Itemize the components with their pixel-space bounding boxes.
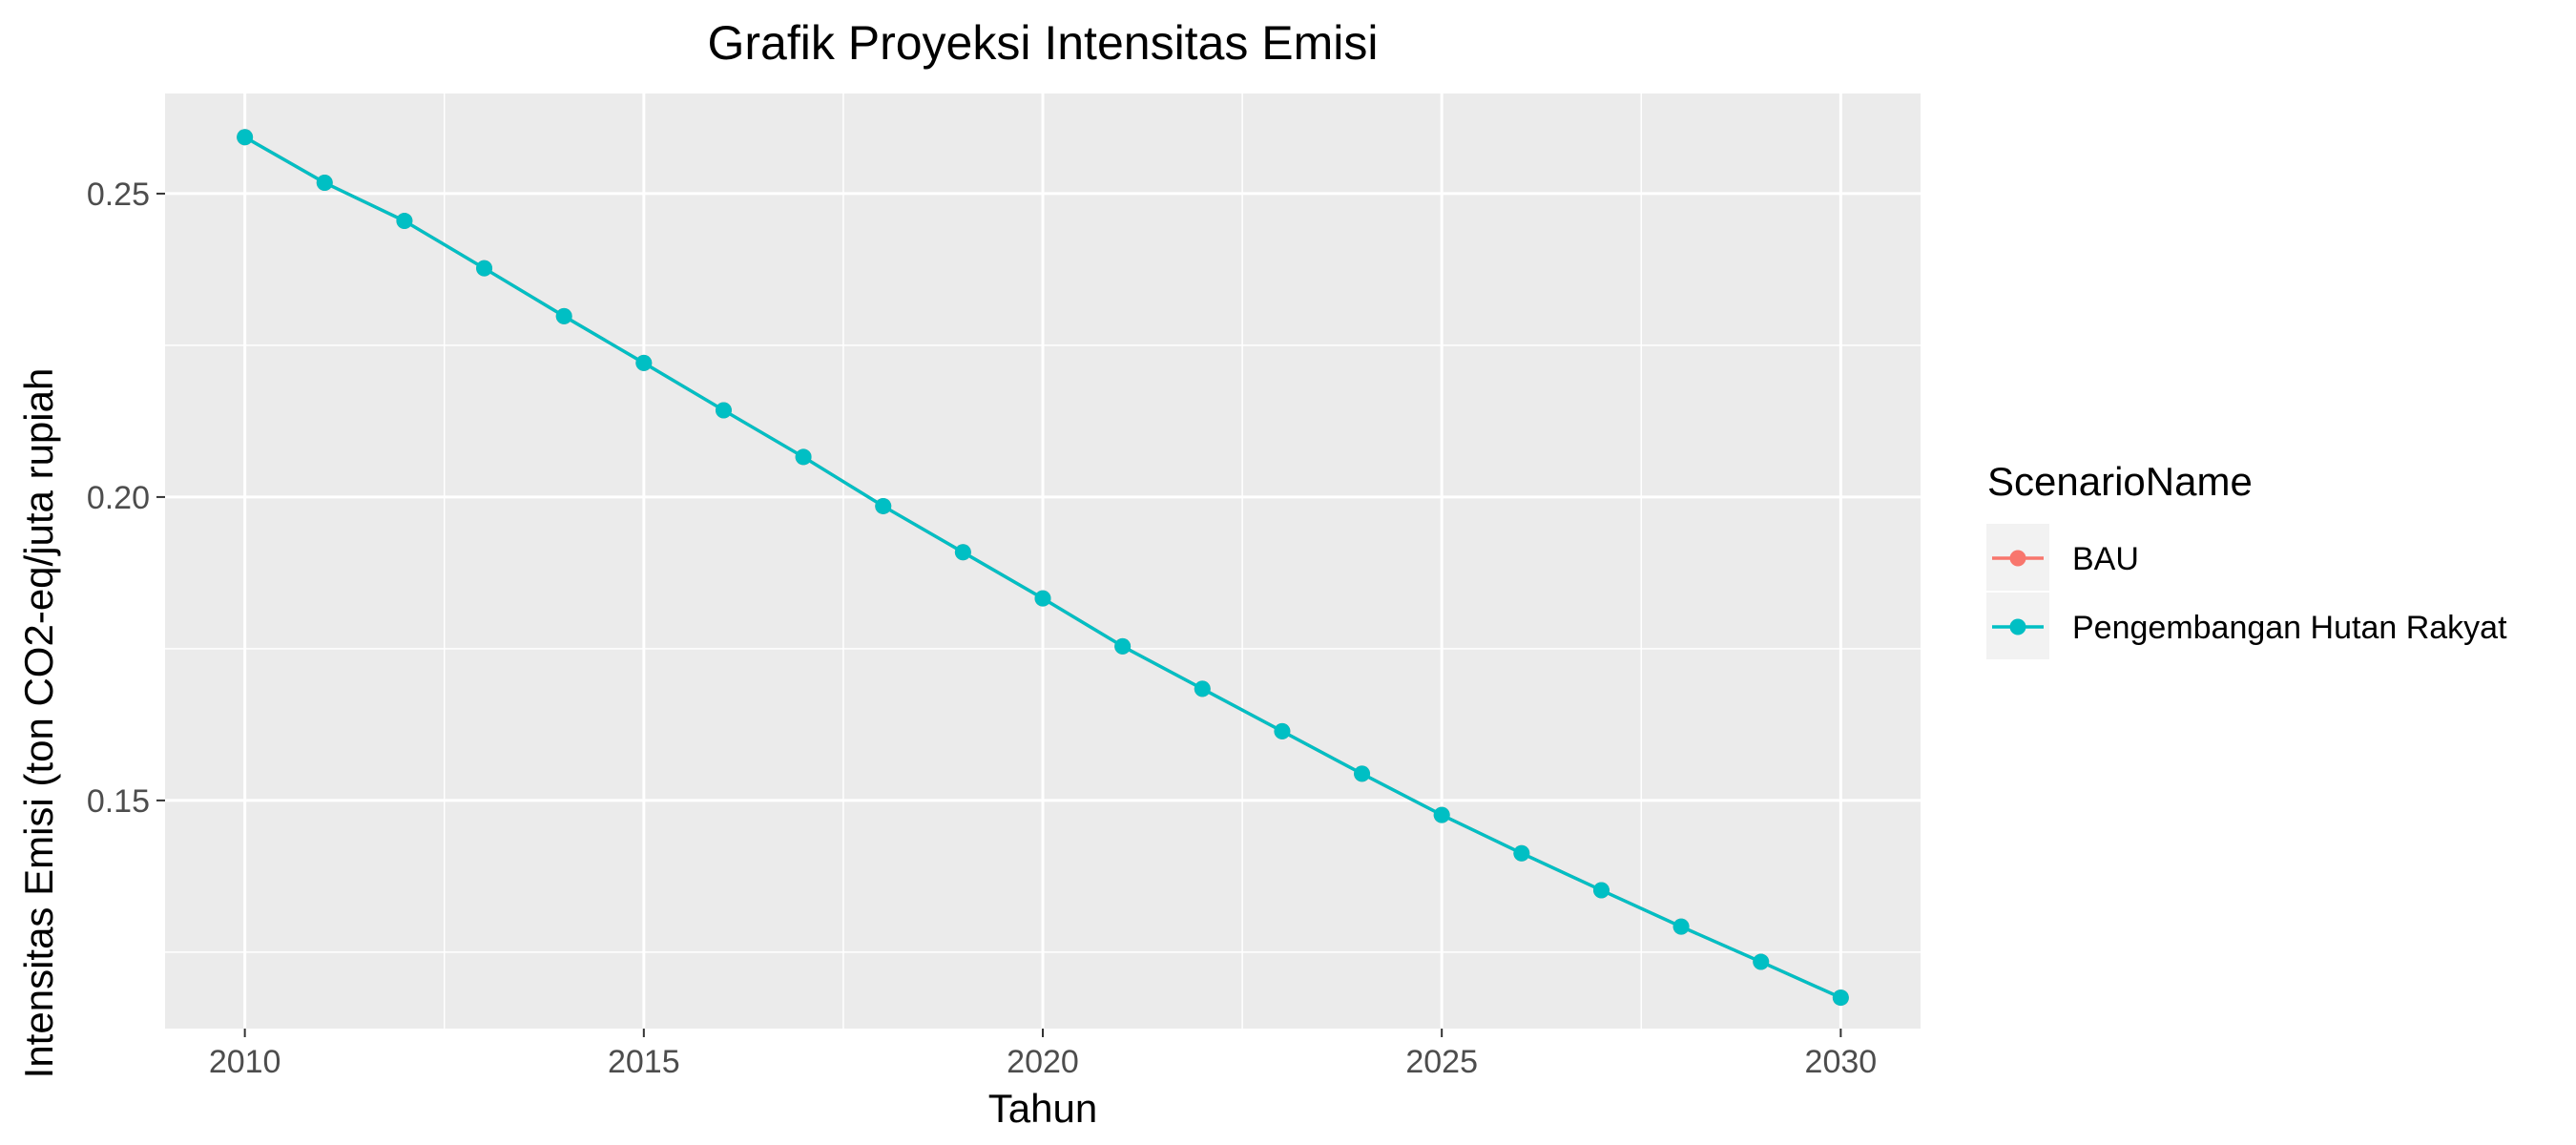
x-tick-label: 2020 xyxy=(1007,1044,1079,1080)
data-point-pengembangan-hutan-rakyat xyxy=(237,129,254,146)
data-point-pengembangan-hutan-rakyat xyxy=(1513,844,1530,862)
legend-key-point-pengembangan-hutan-rakyat xyxy=(2009,618,2026,635)
chart-title: Grafik Proyeksi Intensitas Emisi xyxy=(708,16,1379,70)
data-point-pengembangan-hutan-rakyat xyxy=(1753,953,1770,970)
y-axis-ticks: 0.15 0.20 0.25 xyxy=(87,177,165,820)
data-point-pengembangan-hutan-rakyat xyxy=(635,354,653,371)
legend-items: BAU Pengembangan Hutan Rakyat xyxy=(1986,524,2507,659)
x-axis-ticks: 2010 2015 2020 2025 2030 xyxy=(209,1029,1877,1080)
data-point-pengembangan-hutan-rakyat xyxy=(1354,765,1371,782)
legend-label-bau: BAU xyxy=(2072,541,2139,577)
data-point-pengembangan-hutan-rakyat xyxy=(1274,722,1291,739)
data-point-pengembangan-hutan-rakyat xyxy=(795,448,812,466)
data-point-pengembangan-hutan-rakyat xyxy=(1832,989,1849,1007)
legend-title: ScenarioName xyxy=(1987,459,2253,504)
data-point-pengembangan-hutan-rakyat xyxy=(954,544,971,561)
grid-major xyxy=(165,94,1921,1029)
data-point-pengembangan-hutan-rakyat xyxy=(715,402,732,419)
data-point-pengembangan-hutan-rakyat xyxy=(1114,637,1132,655)
series-layer xyxy=(237,129,1849,1007)
y-tick-label: 0.20 xyxy=(87,480,150,516)
x-axis-title: Tahun xyxy=(988,1086,1097,1131)
x-tick-label: 2030 xyxy=(1805,1044,1878,1080)
data-point-pengembangan-hutan-rakyat xyxy=(1194,680,1211,697)
data-point-pengembangan-hutan-rakyat xyxy=(1672,918,1690,935)
data-point-pengembangan-hutan-rakyat xyxy=(316,174,333,191)
x-tick-label: 2025 xyxy=(1405,1044,1478,1080)
x-tick-label: 2015 xyxy=(608,1044,680,1080)
y-tick-label: 0.25 xyxy=(87,177,150,213)
legend: ScenarioName BAU Pengembangan Hutan Rakya… xyxy=(1986,459,2507,659)
data-point-pengembangan-hutan-rakyat xyxy=(1433,806,1450,823)
legend-key-point-bau xyxy=(2009,550,2026,567)
data-point-pengembangan-hutan-rakyat xyxy=(555,307,572,324)
x-tick-label: 2010 xyxy=(209,1044,281,1080)
y-tick-label: 0.15 xyxy=(87,783,150,820)
y-axis-title: Intensitas Emisi (ton CO2-eq/juta rupiah xyxy=(16,368,61,1079)
data-point-pengembangan-hutan-rakyat xyxy=(875,497,892,514)
data-point-pengembangan-hutan-rakyat xyxy=(1592,882,1610,899)
data-point-pengembangan-hutan-rakyat xyxy=(396,213,413,230)
legend-label-pengembangan-hutan-rakyat: Pengembangan Hutan Rakyat xyxy=(2072,610,2507,646)
data-point-pengembangan-hutan-rakyat xyxy=(1034,590,1051,607)
data-point-pengembangan-hutan-rakyat xyxy=(476,260,493,277)
